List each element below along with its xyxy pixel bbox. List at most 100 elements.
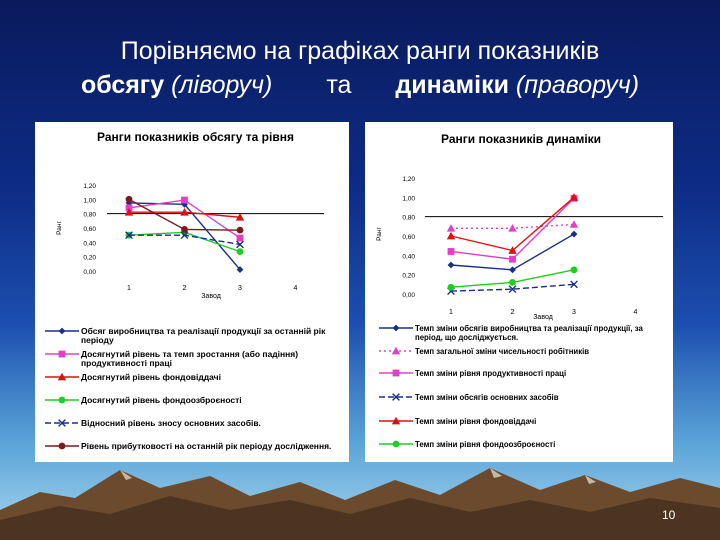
data-point xyxy=(509,255,516,263)
legend-swatch-marker xyxy=(392,393,400,401)
y-tick-label: 1,20 xyxy=(83,183,96,190)
data-point xyxy=(446,224,456,232)
legend-label: Темп зміни рівня фондоозброєності xyxy=(415,440,555,449)
series-5 xyxy=(125,231,244,249)
y-tick-label: 0,40 xyxy=(402,253,415,260)
title-left-note: (ліворуч) xyxy=(171,71,273,99)
legend-swatch-marker xyxy=(58,396,66,404)
series-2 xyxy=(446,220,579,232)
legend-swatch-marker xyxy=(58,419,66,427)
data-point xyxy=(509,266,516,274)
data-point xyxy=(569,193,579,201)
y-axis-label: Ранг xyxy=(56,221,63,235)
data-point xyxy=(125,195,133,203)
x-tick-label: 2 xyxy=(183,285,187,292)
chart-panel-dynamics: Ранги показників динаміки 0,00 0,20 0,40 0,… xyxy=(365,122,673,462)
slide-title: Порівняємо на графіках ранги показників … xyxy=(0,34,720,102)
legend-swatch-marker xyxy=(392,369,400,377)
title-line-2: обсягу (ліворуч) та динаміки (праворуч) xyxy=(0,68,720,102)
y-tick-label: 0,00 xyxy=(83,269,96,276)
legend-entry: Темп загальної зміни чисельності робітни… xyxy=(379,346,589,356)
legend-label: Темп загальної зміни чисельності робітни… xyxy=(415,347,589,356)
legend-label: Темп зміни рівня продуктивності праці xyxy=(415,369,566,378)
series-3 xyxy=(124,208,245,221)
legend-swatch-marker xyxy=(57,372,67,381)
y-tick-label: 0,80 xyxy=(402,215,415,222)
legend-swatch-marker xyxy=(391,416,401,425)
legend-entry: Рівень прибутковості на останній рік пер… xyxy=(45,441,331,451)
legend-label: Досягнутий рівень фондовіддачі xyxy=(81,372,221,382)
legend-entry: Досягнутий рівень фондоозброєності xyxy=(45,395,242,405)
chart-title: Ранги показників динаміки xyxy=(441,132,602,146)
data-point xyxy=(236,248,244,256)
legend-entry: Відносний рівень зносу основних засобів. xyxy=(45,418,261,428)
data-point xyxy=(236,266,244,273)
data-point xyxy=(235,213,245,221)
series-2 xyxy=(125,196,244,242)
title-and-word: та xyxy=(326,71,352,99)
data-point xyxy=(181,200,188,208)
data-point xyxy=(508,224,517,232)
data-point xyxy=(180,208,189,216)
legend-label: Темп зміни обсягів виробництва та реаліз… xyxy=(415,324,643,342)
legend-swatch-marker xyxy=(58,327,66,335)
legend-label: Відносний рівень зносу основних засобів. xyxy=(81,418,261,428)
legend-entry: Темп зміни рівня фондоозброєності xyxy=(379,440,555,449)
data-point xyxy=(447,261,455,269)
data-point xyxy=(125,231,133,240)
y-tick-label: 0,60 xyxy=(83,226,96,233)
title-right-note: (праворуч) xyxy=(515,71,640,99)
data-point xyxy=(181,226,188,233)
legend-entry: Темп зміни рівня продуктивності праці xyxy=(379,369,566,378)
data-point xyxy=(236,226,244,234)
x-tick-label: 2 xyxy=(511,309,515,316)
data-point xyxy=(508,246,517,254)
x-axis-label: Завод xyxy=(533,314,553,321)
y-tick-label: 1,00 xyxy=(83,197,96,204)
legend-label: Досягнутий рівень фондоозброєності xyxy=(81,395,242,405)
page-number: 10 xyxy=(662,508,676,522)
data-point xyxy=(124,208,134,216)
data-point xyxy=(509,279,516,286)
chart-panel-volume: Ранги показників обсягу та рівня 0,00 0,2… xyxy=(35,122,349,462)
title-dynamics-word: динаміки xyxy=(395,71,509,99)
legend-entry: Досягнутий рівень фондовіддачі xyxy=(45,372,221,382)
data-point xyxy=(446,231,456,240)
y-tick-label: 0,00 xyxy=(402,292,415,299)
series-4 xyxy=(447,280,578,295)
x-tick-label: 1 xyxy=(449,309,453,316)
legend-swatch-marker xyxy=(392,440,400,448)
series-line xyxy=(450,196,575,252)
data-point xyxy=(508,285,517,294)
legend-label: Темп зміни рівня фондовіддачі xyxy=(415,417,536,426)
data-point xyxy=(236,234,244,242)
legend-label: Темп зміни обсягів основних засобів xyxy=(415,393,559,402)
legend-label: Рівень прибутковості на останній рік пер… xyxy=(81,441,331,451)
x-tick-label: 3 xyxy=(238,285,242,292)
legend-swatch-marker xyxy=(58,350,66,358)
x-tick-label: 3 xyxy=(572,309,576,316)
x-tick-label: 1 xyxy=(127,285,131,292)
data-point xyxy=(236,240,244,249)
mountain-landscape-decoration xyxy=(0,468,720,540)
legend-label: Обсяг виробництва та реалізації продукці… xyxy=(81,326,326,345)
y-tick-label: 1,00 xyxy=(402,195,415,202)
series-line xyxy=(129,234,241,246)
data-point xyxy=(570,280,578,289)
legend-entry: Обсяг виробництва та реалізації продукці… xyxy=(45,326,326,345)
legend-swatch-marker xyxy=(58,442,66,450)
y-tick-label: 0,40 xyxy=(83,240,96,247)
y-tick-label: 0,60 xyxy=(402,234,415,241)
series-6 xyxy=(447,266,578,291)
x-axis-label: Завод xyxy=(201,293,221,300)
data-point xyxy=(569,220,579,228)
chart-svg: 0,00 0,20 0,40 0,60 0,80 1,00 1,20 Ранг 1 2 3 4 Заво… xyxy=(45,183,331,451)
legend-swatch-marker xyxy=(392,324,400,332)
data-point xyxy=(447,283,455,291)
series-line xyxy=(450,283,575,292)
chart-svg: 0,00 0,20 0,40 0,60 0,80 1,00 1,20 Ранг 1 2 3 4 Заво… xyxy=(376,176,663,449)
data-point xyxy=(181,196,188,204)
title-line-1: Порівняємо на графіках ранги показників xyxy=(120,37,600,65)
series-5 xyxy=(446,193,579,254)
x-tick-label: 4 xyxy=(294,285,298,292)
